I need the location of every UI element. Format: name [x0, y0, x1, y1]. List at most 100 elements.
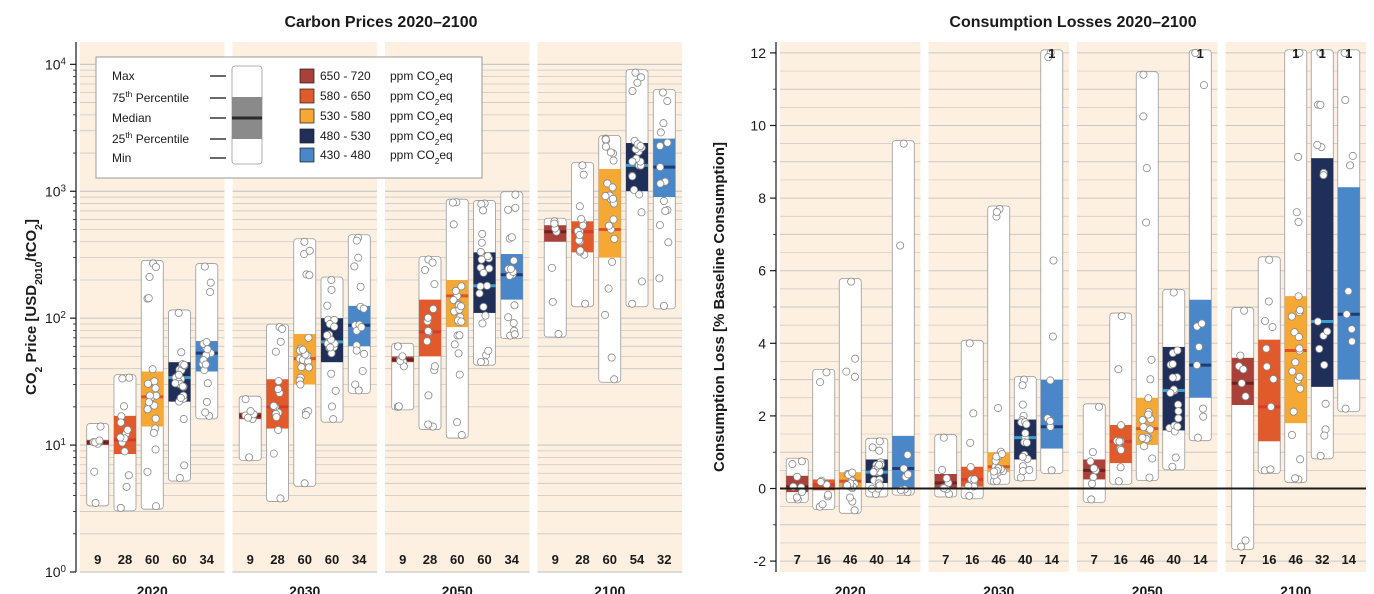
data-point — [817, 378, 824, 385]
data-point — [247, 408, 254, 415]
iqr-box — [1338, 187, 1360, 379]
data-point — [660, 120, 667, 127]
data-point — [270, 402, 277, 409]
legend-swatch — [300, 109, 314, 123]
text-span: Min — [112, 151, 131, 165]
outlier-count-label: 1 — [1197, 46, 1204, 61]
data-point — [656, 275, 663, 282]
data-point — [511, 302, 518, 309]
data-point — [511, 331, 518, 338]
data-point — [869, 444, 876, 451]
data-point — [246, 454, 253, 461]
text-span: /t — [23, 252, 40, 261]
text-span: 4 — [61, 56, 67, 67]
legend-range-label: 650 - 720 — [320, 69, 371, 83]
data-point — [421, 266, 428, 273]
data-point — [1342, 405, 1349, 412]
data-point — [1116, 438, 1123, 445]
text-span: 1 — [61, 437, 66, 448]
text-span: eq — [439, 129, 452, 143]
data-point — [610, 216, 617, 223]
y-tick-label: 2 — [758, 408, 766, 424]
data-point — [843, 368, 850, 375]
data-point — [126, 374, 133, 381]
data-point — [940, 434, 947, 441]
legend-swatch — [300, 89, 314, 103]
count-label: 28 — [270, 552, 284, 567]
data-point — [943, 475, 950, 482]
data-point — [360, 350, 367, 357]
data-point — [602, 136, 609, 143]
data-point — [870, 468, 877, 475]
data-point — [579, 162, 586, 169]
data-point — [1348, 326, 1355, 333]
text-span: ] — [23, 219, 40, 224]
data-point — [145, 399, 152, 406]
data-point — [1295, 333, 1302, 340]
count-label: 7 — [1239, 552, 1246, 567]
data-point — [1194, 434, 1201, 441]
data-point — [551, 220, 558, 227]
y-tick-label: -2 — [754, 553, 767, 569]
data-point — [1140, 443, 1147, 450]
text-span: 25 — [112, 132, 126, 146]
data-point — [1317, 101, 1324, 108]
legend-range-label: 530 - 580 — [320, 109, 371, 123]
data-point — [582, 300, 589, 307]
data-point — [1297, 385, 1304, 392]
data-point — [629, 87, 636, 94]
year-label: 2050 — [442, 583, 473, 594]
data-point — [609, 258, 616, 265]
data-point — [1169, 374, 1176, 381]
count-label: 60 — [172, 552, 186, 567]
data-point — [353, 347, 360, 354]
data-point — [1343, 311, 1350, 318]
data-point — [938, 466, 945, 473]
data-point — [609, 184, 616, 191]
data-point — [1175, 401, 1182, 408]
data-point — [512, 204, 519, 211]
legend-stat-label: 75th Percentile — [112, 89, 189, 105]
data-point — [851, 507, 858, 514]
text-span: 10 — [45, 564, 61, 580]
data-point — [456, 371, 463, 378]
text-span: ppm — [390, 69, 417, 83]
data-point — [1269, 323, 1276, 330]
data-point — [270, 450, 277, 457]
data-point — [92, 499, 99, 506]
data-point — [175, 371, 182, 378]
count-label: 9 — [247, 552, 254, 567]
year-label: 2020 — [835, 583, 866, 594]
range-box — [239, 396, 261, 460]
data-point — [1317, 452, 1324, 459]
text-span: CO — [23, 372, 40, 395]
data-point — [1019, 467, 1026, 474]
data-point — [662, 207, 669, 214]
data-point — [1270, 376, 1277, 383]
data-point — [1291, 475, 1298, 482]
data-point — [1145, 395, 1152, 402]
y-tick-label: 6 — [758, 263, 766, 279]
data-point — [605, 222, 612, 229]
data-point — [479, 207, 486, 214]
data-point — [510, 257, 517, 264]
data-point — [611, 376, 618, 383]
data-point — [1050, 257, 1057, 264]
data-point — [1200, 81, 1207, 88]
count-label: 7 — [1091, 552, 1098, 567]
data-point — [305, 334, 312, 341]
year-group-2030: 7 16 46 40 1412030 — [929, 42, 1070, 594]
count-label: 16 — [1114, 552, 1128, 567]
data-point — [1295, 218, 1302, 225]
data-point — [274, 385, 281, 392]
data-point — [605, 285, 612, 292]
data-point — [204, 346, 211, 353]
data-point — [993, 208, 1000, 215]
data-point — [484, 282, 491, 289]
data-point — [876, 447, 883, 454]
data-point — [512, 191, 519, 198]
data-point — [657, 180, 664, 187]
data-point — [1314, 318, 1321, 325]
text-span: ppm — [390, 129, 417, 143]
